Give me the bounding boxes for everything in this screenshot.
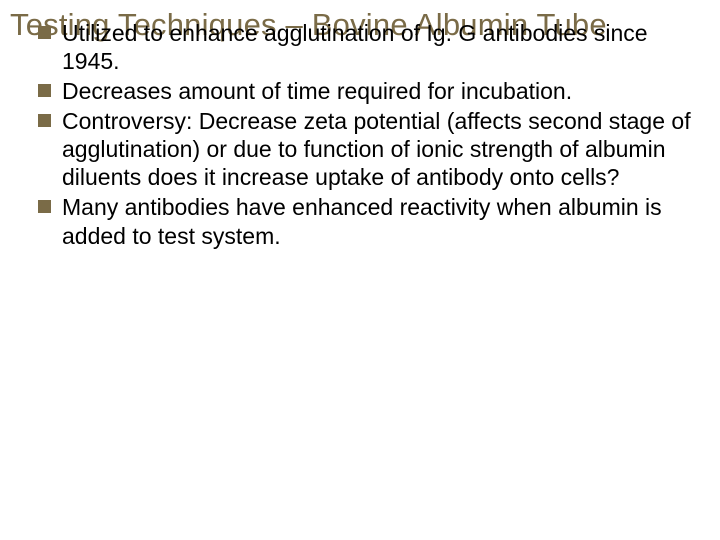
bullet-list: Utilized to enhance agglutination of Ig.… xyxy=(10,19,710,249)
bullet-text: Decreases amount of time required for in… xyxy=(62,77,572,105)
bullet-icon xyxy=(38,114,51,127)
slide: Testing Techniques – Bovine Albumin Tube… xyxy=(0,0,720,540)
bullet-icon xyxy=(38,26,51,39)
list-item: Controversy: Decrease zeta potential (af… xyxy=(38,107,710,191)
list-item: Decreases amount of time required for in… xyxy=(38,77,710,105)
bullet-text: Controversy: Decrease zeta potential (af… xyxy=(62,107,710,191)
bullet-text: Many antibodies have enhanced reactivity… xyxy=(62,193,710,249)
list-item: Many antibodies have enhanced reactivity… xyxy=(38,193,710,249)
bullet-icon xyxy=(38,84,51,97)
list-item: Utilized to enhance agglutination of Ig.… xyxy=(38,19,710,75)
bullet-text: Utilized to enhance agglutination of Ig.… xyxy=(62,19,710,75)
bullet-icon xyxy=(38,200,51,213)
